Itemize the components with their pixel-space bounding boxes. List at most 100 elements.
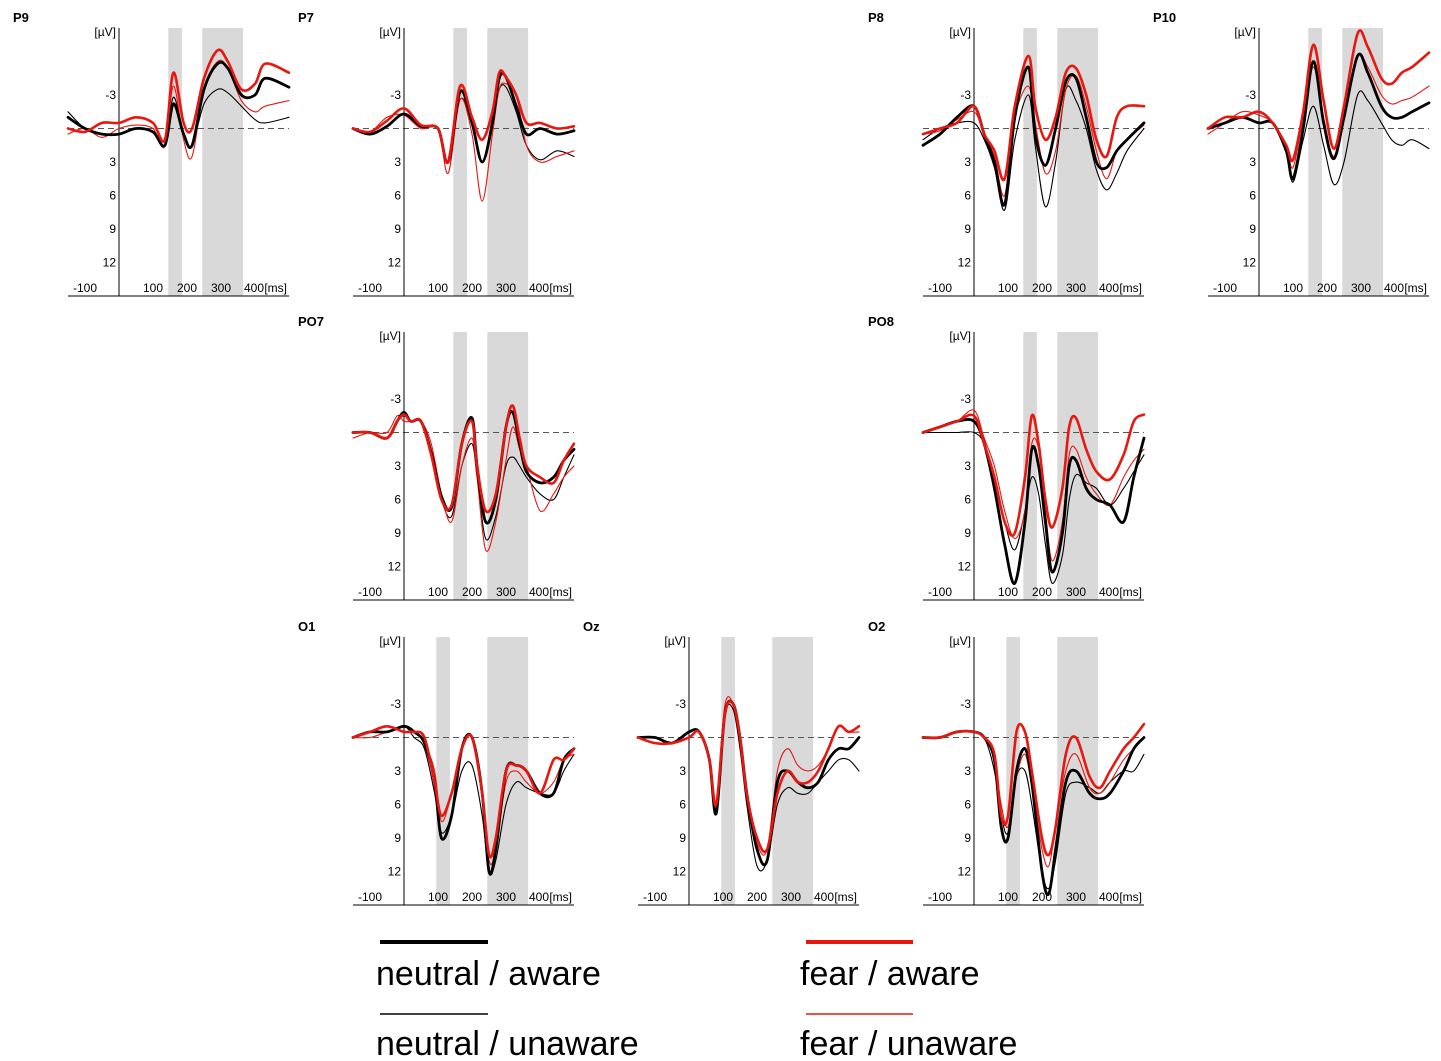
series-line-neutral-unaware (922, 85, 1145, 211)
y-tick-label: 12 (388, 865, 402, 879)
series-line-fear-unaware (67, 59, 290, 160)
y-unit-label: [µV] (949, 634, 971, 648)
series-line-neutral-unaware (352, 725, 575, 875)
y-tick-label: 12 (958, 865, 972, 879)
series-line-fear-aware (66, 48, 291, 143)
x-tick-label: 100 (428, 281, 448, 295)
y-tick-label: 6 (394, 189, 401, 203)
panel-p8: -3 3 6 9 12 [µV] -100 100 200 300 400 [ms] P8 (868, 10, 1146, 297)
x-tick-label: -100 (358, 281, 382, 295)
y-tick-label: -3 (1245, 88, 1256, 102)
series-line-fear-aware (1206, 29, 1431, 163)
y-unit-label: [µV] (949, 329, 971, 343)
shaded-window (487, 28, 529, 296)
y-tick-label: 3 (964, 764, 971, 778)
x-tick-label: 200 (462, 890, 482, 904)
series-line-fear-aware (351, 725, 576, 859)
y-tick-label: 12 (388, 560, 402, 574)
x-tick-label: -100 (73, 281, 97, 295)
y-tick-label: 12 (1243, 256, 1257, 270)
panel-p10: -3 3 6 9 12 [µV] -100 100 200 300 400 [ms] P10 (1153, 10, 1431, 297)
y-unit-label: [µV] (379, 329, 401, 343)
y-unit-label: [µV] (94, 25, 116, 39)
series-line-fear-aware (351, 69, 576, 165)
y-tick-label: 3 (394, 155, 401, 169)
x-tick-label: 400 (1099, 585, 1119, 599)
series-line-fear-aware (921, 54, 1146, 182)
legend-label-fear-aware: fear / aware (800, 955, 980, 993)
y-tick-label: 3 (964, 459, 971, 473)
series-line-neutral-aware (351, 410, 576, 525)
x-tick-label: 300 (496, 890, 516, 904)
x-tick-label: 300 (1351, 281, 1371, 295)
y-tick-label: 6 (1249, 189, 1256, 203)
y-tick-label: -3 (675, 697, 686, 711)
series-line-neutral-aware (66, 60, 291, 150)
x-tick-label: 200 (1032, 281, 1052, 295)
x-tick-label: 300 (781, 890, 801, 904)
y-tick-label: 9 (394, 831, 401, 845)
y-tick-label: 12 (103, 256, 117, 270)
x-tick-label: 300 (1066, 585, 1086, 599)
y-tick-label: 9 (964, 831, 971, 845)
y-tick-label: 12 (958, 560, 972, 574)
shaded-window (1057, 28, 1099, 296)
x-tick-label: -100 (643, 890, 667, 904)
y-unit-label: [µV] (1234, 25, 1256, 39)
x-tick-label: 100 (1283, 281, 1303, 295)
y-tick-label: -3 (390, 88, 401, 102)
x-tick-label: 400 (529, 281, 549, 295)
panel-title: P10 (1153, 10, 1176, 25)
y-tick-label: 3 (394, 459, 401, 473)
x-unit-label: [ms] (1404, 281, 1427, 295)
y-tick-label: 9 (394, 222, 401, 236)
panel-title: PO7 (298, 314, 324, 329)
x-unit-label: [ms] (549, 281, 572, 295)
x-tick-label: 200 (462, 281, 482, 295)
y-tick-label: -3 (105, 88, 116, 102)
x-tick-label: 200 (177, 281, 197, 295)
shaded-window (168, 28, 182, 296)
y-tick-label: 6 (964, 493, 971, 507)
y-tick-label: 12 (958, 256, 972, 270)
y-tick-label: 9 (964, 526, 971, 540)
shaded-window (487, 332, 529, 600)
x-unit-label: [ms] (549, 890, 572, 904)
legend: neutral / aware fear / aware neutral / u… (376, 940, 1017, 1061)
x-tick-label: 400 (1384, 281, 1404, 295)
x-tick-label: 100 (998, 585, 1018, 599)
x-tick-label: 400 (814, 890, 834, 904)
x-tick-label: -100 (358, 890, 382, 904)
series-line-neutral-unaware (922, 431, 1145, 584)
series-line-fear-aware (636, 700, 861, 854)
shaded-window (453, 332, 467, 600)
series-line-neutral-aware (351, 71, 576, 164)
x-unit-label: [ms] (264, 281, 287, 295)
y-unit-label: [µV] (664, 634, 686, 648)
y-tick-label: 6 (394, 798, 401, 812)
x-tick-label: -100 (1213, 281, 1237, 295)
y-tick-label: 6 (964, 798, 971, 812)
x-unit-label: [ms] (1119, 585, 1142, 599)
shaded-window (202, 28, 244, 296)
x-unit-label: [ms] (1119, 890, 1142, 904)
x-unit-label: [ms] (834, 890, 857, 904)
panel-po7: -3 3 6 9 12 [µV] -100 100 200 300 400 [ms] PO7 (298, 314, 576, 601)
y-tick-label: -3 (390, 392, 401, 406)
series-line-fear-unaware (922, 74, 1145, 197)
x-tick-label: -100 (928, 281, 952, 295)
y-tick-label: -3 (960, 88, 971, 102)
y-tick-label: 3 (1249, 155, 1256, 169)
legend-label-neutral-unaware: neutral / unaware (376, 1025, 639, 1061)
x-tick-label: 300 (496, 585, 516, 599)
x-tick-label: 100 (428, 585, 448, 599)
x-tick-label: 200 (1032, 585, 1052, 599)
x-tick-label: -100 (358, 585, 382, 599)
x-tick-label: 400 (1099, 281, 1119, 295)
y-tick-label: 9 (109, 222, 116, 236)
y-tick-label: 3 (394, 764, 401, 778)
x-tick-label: 300 (496, 281, 516, 295)
